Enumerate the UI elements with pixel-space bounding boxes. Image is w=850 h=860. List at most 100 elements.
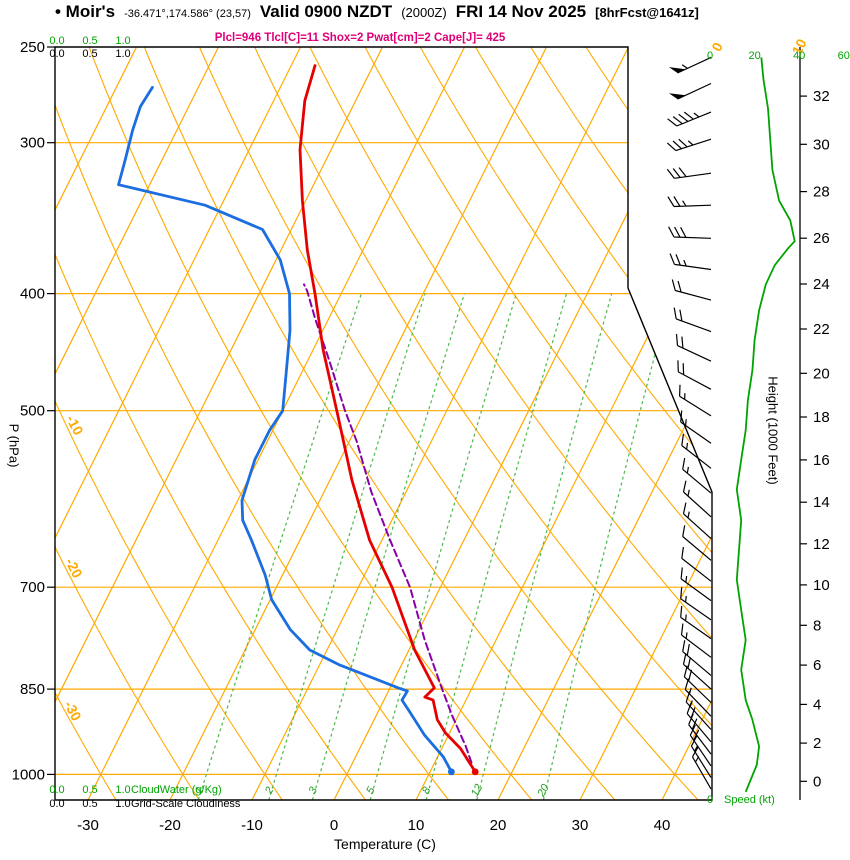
wind-barb [688, 713, 712, 755]
wind-barb [677, 82, 712, 100]
mixing-ratio-label: 1 [193, 785, 206, 796]
wind-barb [680, 567, 712, 602]
wind-barb-column [666, 56, 712, 790]
mixing-ratio-label: 3 [307, 784, 321, 796]
dry-adiabat-line [55, 47, 203, 800]
temperature-curve [298, 64, 477, 774]
dry-adiabat-line [55, 47, 453, 800]
dry-adiabat-line [517, 47, 712, 800]
height-tick-label: 4 [813, 696, 821, 713]
pressure-tick-label: 1000 [12, 766, 45, 783]
height-tick-label: 28 [813, 184, 830, 201]
temperature-tick-label: 30 [572, 817, 589, 834]
wind-barb [682, 640, 712, 676]
pressure-tick-label: 250 [20, 39, 45, 56]
surface-temperature-dot [471, 768, 479, 776]
wind-barb [671, 279, 712, 301]
pressure-tick-label: 400 [20, 286, 45, 303]
pressure-tick-label: 500 [20, 403, 45, 420]
pressure-tick-label: 700 [20, 579, 45, 596]
mixing-ratio-label: 8 [420, 784, 434, 796]
wind-barb [681, 434, 712, 469]
wind-barb [680, 623, 712, 658]
mixing-ratio-label: 20 [535, 782, 552, 800]
wind-barb [667, 196, 712, 208]
height-tick-label: 30 [813, 136, 830, 153]
dry-adiabat-line [55, 47, 370, 800]
wind-barb [690, 735, 712, 778]
wind-barb [680, 605, 712, 640]
wind-barb [681, 546, 712, 582]
height-tick-label: 10 [813, 577, 830, 594]
wind-barb [667, 111, 712, 127]
isotherm-line [119, 47, 571, 800]
isotherm-line [55, 47, 79, 800]
wind-barb [666, 167, 712, 179]
isotherm-line [611, 47, 712, 800]
temperature-tick-label: 20 [490, 817, 507, 834]
dry-adiabat-line [80, 47, 537, 800]
wind-barb [679, 384, 712, 417]
pressure-tick-label: 300 [20, 135, 45, 152]
height-tick-label: 16 [813, 452, 830, 469]
surface-dewpoint-dot [448, 768, 455, 776]
wind-barb [666, 138, 712, 152]
height-tick-label: 14 [813, 494, 830, 511]
mixing-ratio-line [197, 293, 362, 800]
height-tick-label: 32 [813, 88, 830, 105]
height-tick-label: 22 [813, 321, 830, 338]
wind-barb [682, 653, 712, 690]
temperature-tick-label: -30 [77, 817, 99, 834]
height-tick-label: 26 [813, 230, 830, 247]
temperature-tick-label: -20 [159, 817, 181, 834]
isotherm-label: 10 [788, 36, 809, 57]
plot-border [54, 46, 713, 801]
mixing-ratio-label: 2 [262, 785, 276, 797]
dry-adiabat-label: -20 [62, 555, 86, 581]
height-tick-label: 18 [813, 409, 830, 426]
wind-barb-pennant [669, 67, 686, 73]
wind-speed-curve [735, 57, 796, 793]
wind-barb [682, 502, 712, 540]
wind-barb [683, 665, 712, 703]
isotherm-line [447, 47, 712, 800]
dry-adiabat-line [353, 47, 712, 800]
wind-barb [682, 480, 712, 518]
dry-adiabat-line [298, 47, 712, 800]
height-tick-label: 2 [813, 735, 821, 752]
mixing-ratio-line [268, 293, 426, 800]
height-tick-label: 0 [813, 773, 821, 790]
dry-adiabat-line [462, 47, 712, 800]
height-tick-label: 12 [813, 536, 830, 553]
mixing-ratio-label: 5 [364, 784, 378, 796]
pressure-tick-label: 850 [20, 681, 45, 698]
dry-adiabat-line [55, 47, 287, 800]
mixing-ratio-line [369, 293, 517, 800]
wind-barb [682, 457, 712, 494]
wind-barb [675, 334, 712, 362]
dry-adiabat-label: -30 [61, 698, 85, 724]
isotherm-line [365, 47, 712, 800]
parcel-ascent-curve [303, 283, 473, 764]
wind-barb [689, 724, 712, 767]
wind-barb [677, 56, 712, 74]
mixing-ratio-line [425, 293, 568, 800]
wind-barb [682, 525, 712, 561]
temperature-tick-label: 40 [654, 817, 671, 834]
isotherm-line [529, 47, 712, 800]
isotherm-line [55, 47, 161, 800]
dry-adiabat-line [189, 47, 704, 800]
isotherm-line [55, 47, 407, 800]
isotherm-label: 0 [708, 39, 726, 53]
isotherm-line [55, 47, 325, 800]
height-tick-label: 20 [813, 365, 830, 382]
dry-adiabat-line [244, 47, 712, 800]
dry-adiabat-line [407, 47, 712, 800]
temperature-tick-label: 0 [330, 817, 338, 834]
isotherm-line [201, 47, 653, 800]
temperature-tick-label: 10 [408, 817, 425, 834]
wind-barb [691, 746, 712, 790]
height-tick-label: 6 [813, 657, 821, 674]
